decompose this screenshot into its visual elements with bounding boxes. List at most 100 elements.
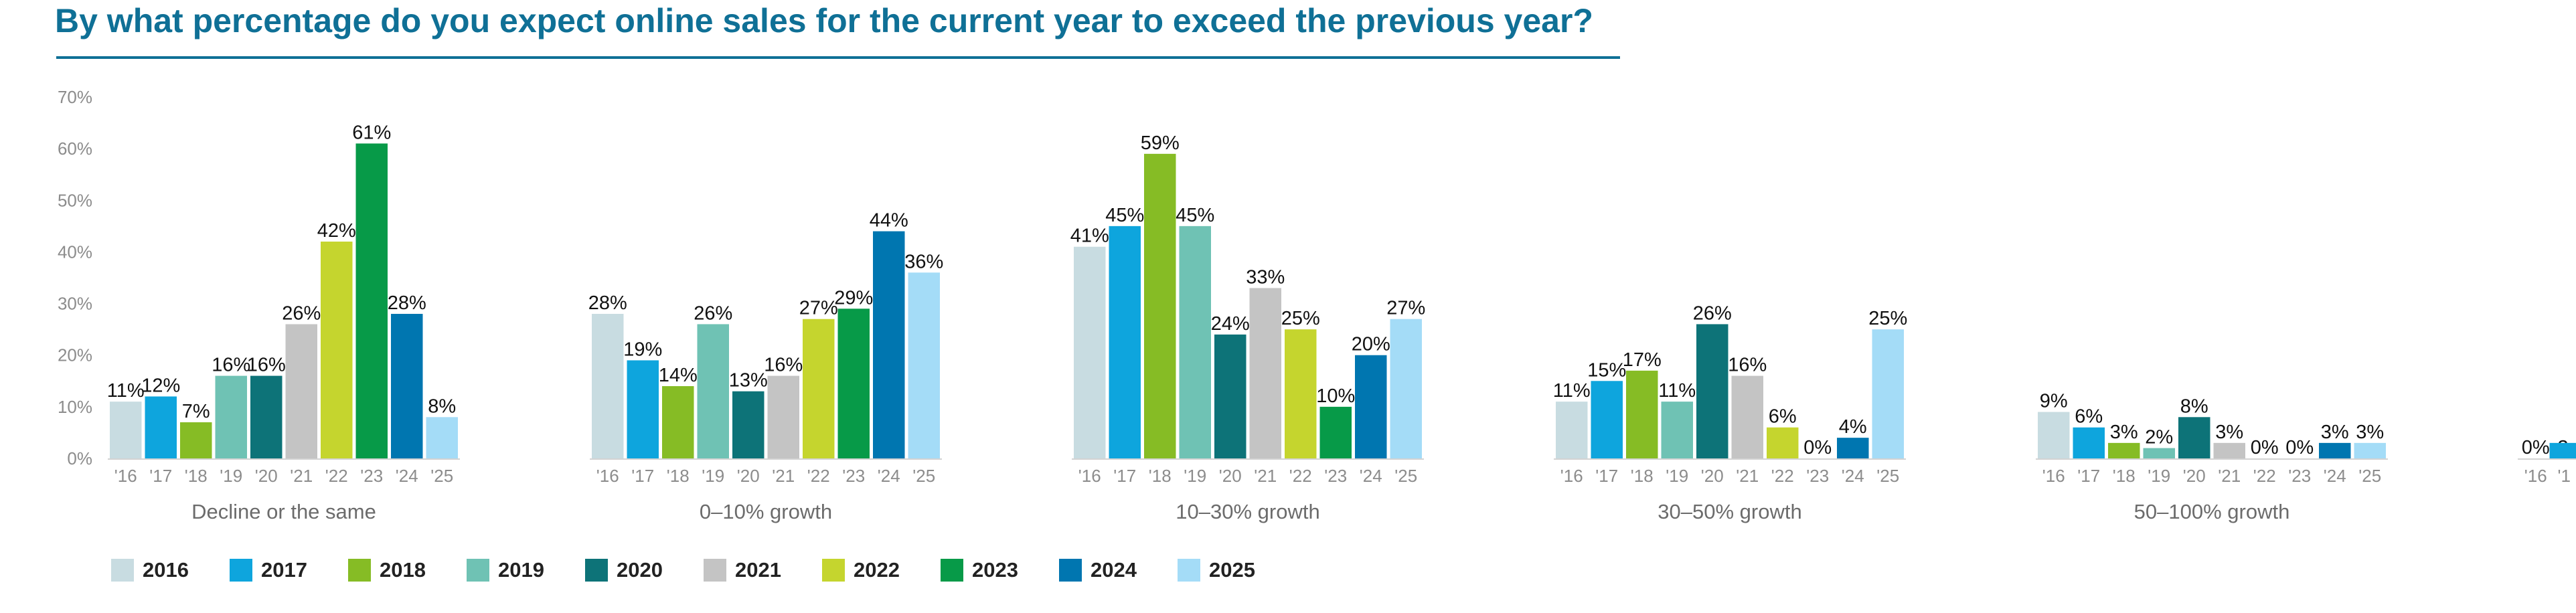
y-tick-label: 50%	[58, 190, 92, 210]
x-tick-label: '16	[1078, 466, 1101, 486]
bar-value-label: 14%	[659, 365, 698, 386]
category-label: 30–50% growth	[1658, 500, 1801, 523]
bar	[1556, 402, 1588, 458]
x-tick-label: '18	[185, 466, 208, 486]
category-label: 10–30% growth	[1176, 500, 1319, 523]
legend-swatch	[585, 559, 608, 582]
bar-value-label: 33%	[1246, 266, 1285, 288]
x-tick-label: '24	[396, 466, 418, 486]
bar	[1214, 334, 1246, 458]
bar-value-label: 36%	[904, 251, 943, 272]
x-tick-label: '19	[702, 466, 724, 486]
x-tick-label: '16	[2042, 466, 2065, 486]
bar-value-label: 3%	[2356, 422, 2384, 443]
legend-swatch	[348, 559, 371, 582]
x-tick-label: '25	[1394, 466, 1417, 486]
bar-value-label: 6%	[1769, 406, 1797, 428]
y-axis: 0% 10% 20% 30% 40% 50% 60% 70%	[58, 87, 92, 468]
bar	[1285, 329, 1317, 458]
bar-value-label: 26%	[282, 302, 321, 324]
x-tick-label: '16	[596, 466, 619, 486]
x-tick-label: '23	[1806, 466, 1829, 486]
bar-value-label: 25%	[1281, 308, 1320, 329]
x-tick-label: '17	[2077, 466, 2100, 486]
legend-swatch	[467, 559, 489, 582]
bar-value-label: 26%	[694, 302, 732, 324]
bar-value-label: 28%	[588, 292, 627, 314]
x-tick-label: '21	[2218, 466, 2241, 486]
bar-value-label: 24%	[1211, 313, 1250, 335]
legend-label: 2019	[498, 558, 544, 582]
bar	[391, 314, 423, 458]
category-groups: 11% '16 12% '17 7% '18 16% '19 16% '20 26% '21 42% '2…	[107, 122, 2388, 523]
x-tick-label: '22	[1289, 466, 1312, 486]
bar	[837, 309, 870, 458]
x-tick-label: '18	[1631, 466, 1654, 486]
bar	[1319, 406, 1352, 458]
x-tick-label: '24	[1360, 466, 1382, 486]
bar	[627, 360, 659, 458]
bar-value-label: 25%	[1868, 308, 1907, 329]
bar-group: 11% '16 12% '17 7% '18 16% '19 16% '20 26% '21 42% '2…	[107, 122, 460, 523]
bar	[321, 242, 353, 458]
bar-value-label: 11%	[1658, 380, 1696, 402]
partial-category: 0%3'16'1	[2518, 437, 2576, 486]
x-tick-label: '20	[2183, 466, 2206, 486]
bar-value-label: 59%	[1141, 133, 1180, 154]
bar	[1696, 324, 1728, 458]
legend-item: 2018	[348, 558, 426, 582]
bar-value-label: 11%	[107, 380, 145, 402]
bar-value-label: 41%	[1070, 226, 1109, 247]
x-tick-label: '16	[2524, 466, 2547, 486]
bar	[2319, 442, 2351, 458]
x-tick-label: '25	[1876, 466, 1899, 486]
y-tick-label: 40%	[58, 242, 92, 262]
legend-item: 2024	[1059, 558, 1137, 582]
bar-value-label: 16%	[212, 355, 250, 376]
legend-label: 2020	[617, 558, 663, 582]
bar-value-label: 19%	[623, 339, 662, 360]
bar	[1144, 153, 1176, 458]
bar	[1249, 288, 1281, 458]
legend-label: 2023	[972, 558, 1018, 582]
legend-swatch	[822, 559, 845, 582]
x-tick-label: '24	[878, 466, 900, 486]
legend-label: 2017	[261, 558, 307, 582]
bar	[145, 396, 177, 458]
x-tick-label: '20	[255, 466, 278, 486]
category-label: 50–100% growth	[2134, 500, 2290, 523]
legend: 2016 2017 2018 2019 2020 2021 2022 2023 2024 2025	[111, 558, 1255, 582]
x-tick-label: '23	[360, 466, 383, 486]
bar	[250, 375, 283, 458]
legend-swatch	[704, 559, 726, 582]
bar	[1767, 427, 1799, 458]
x-tick-label: '18	[667, 466, 690, 486]
bar-value-label: 16%	[764, 355, 803, 376]
legend-item: 2021	[704, 558, 781, 582]
legend-item: 2017	[230, 558, 307, 582]
bar	[2178, 417, 2210, 458]
bar	[1837, 438, 1869, 458]
bar	[592, 314, 624, 458]
bar	[1074, 246, 1106, 458]
bar-value-label: 27%	[1386, 298, 1425, 319]
x-tick-label: '19	[1184, 466, 1206, 486]
bar-value-label: 4%	[1839, 416, 1867, 438]
bar	[1626, 370, 1658, 458]
bar-value-label: 3%	[2215, 422, 2243, 443]
bar-value-label: 10%	[1316, 385, 1355, 407]
bar-value-label: 44%	[870, 210, 908, 232]
legend-item: 2019	[467, 558, 544, 582]
bar	[2549, 442, 2576, 458]
x-tick-label: '18	[1149, 466, 1172, 486]
bar-value-label: 45%	[1105, 205, 1144, 226]
bar-value-label: 0%	[2285, 437, 2314, 458]
bar	[662, 386, 694, 458]
bar	[1872, 329, 1904, 458]
bar-value-label: 7%	[182, 401, 210, 422]
y-tick-label: 0%	[67, 448, 92, 468]
x-tick-label: '25	[430, 466, 453, 486]
bar-value-label: 12%	[141, 375, 180, 396]
x-tick-label: '20	[737, 466, 760, 486]
